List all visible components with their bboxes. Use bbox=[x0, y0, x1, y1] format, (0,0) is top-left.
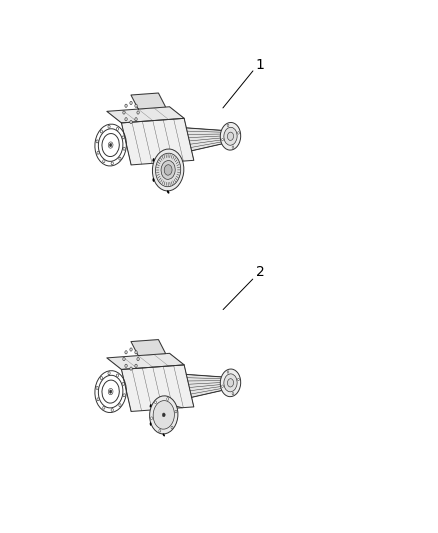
Ellipse shape bbox=[175, 410, 177, 413]
Ellipse shape bbox=[123, 358, 125, 361]
Ellipse shape bbox=[125, 364, 127, 367]
Ellipse shape bbox=[224, 127, 237, 146]
Ellipse shape bbox=[224, 374, 237, 392]
Ellipse shape bbox=[167, 190, 170, 193]
Ellipse shape bbox=[171, 426, 173, 429]
Ellipse shape bbox=[125, 351, 127, 354]
Ellipse shape bbox=[97, 151, 99, 154]
Ellipse shape bbox=[117, 374, 119, 377]
Ellipse shape bbox=[108, 372, 110, 375]
Ellipse shape bbox=[162, 413, 165, 417]
Ellipse shape bbox=[135, 118, 137, 121]
Ellipse shape bbox=[152, 149, 184, 191]
Ellipse shape bbox=[150, 422, 152, 426]
Polygon shape bbox=[131, 93, 166, 109]
Ellipse shape bbox=[117, 127, 119, 131]
Ellipse shape bbox=[111, 162, 113, 165]
Ellipse shape bbox=[153, 401, 174, 429]
Ellipse shape bbox=[103, 159, 105, 163]
Ellipse shape bbox=[130, 348, 132, 351]
Ellipse shape bbox=[155, 401, 156, 403]
Ellipse shape bbox=[100, 130, 102, 133]
Ellipse shape bbox=[110, 390, 112, 393]
Ellipse shape bbox=[227, 124, 229, 127]
Ellipse shape bbox=[164, 165, 172, 175]
Ellipse shape bbox=[119, 157, 121, 160]
Polygon shape bbox=[107, 107, 184, 123]
Ellipse shape bbox=[103, 406, 105, 409]
Ellipse shape bbox=[232, 392, 234, 395]
Ellipse shape bbox=[108, 125, 110, 128]
Ellipse shape bbox=[152, 158, 155, 162]
Polygon shape bbox=[107, 353, 184, 369]
Ellipse shape bbox=[137, 358, 139, 361]
Ellipse shape bbox=[237, 378, 239, 381]
Ellipse shape bbox=[159, 430, 161, 432]
Polygon shape bbox=[186, 374, 230, 397]
Ellipse shape bbox=[220, 123, 241, 150]
Ellipse shape bbox=[151, 417, 152, 419]
Ellipse shape bbox=[220, 369, 241, 397]
Ellipse shape bbox=[227, 371, 229, 373]
Text: 2: 2 bbox=[256, 265, 265, 279]
Ellipse shape bbox=[232, 146, 234, 148]
Ellipse shape bbox=[222, 385, 223, 387]
Ellipse shape bbox=[123, 147, 125, 150]
Ellipse shape bbox=[130, 367, 132, 370]
Ellipse shape bbox=[152, 178, 155, 182]
Polygon shape bbox=[121, 365, 194, 411]
Ellipse shape bbox=[130, 101, 132, 104]
Polygon shape bbox=[121, 118, 194, 165]
Ellipse shape bbox=[123, 111, 125, 114]
Text: 1: 1 bbox=[256, 58, 265, 72]
Polygon shape bbox=[131, 340, 166, 356]
Ellipse shape bbox=[123, 394, 125, 397]
Ellipse shape bbox=[97, 398, 99, 401]
Ellipse shape bbox=[161, 160, 175, 180]
Ellipse shape bbox=[96, 140, 98, 143]
Ellipse shape bbox=[125, 118, 127, 121]
Ellipse shape bbox=[167, 398, 169, 400]
Ellipse shape bbox=[100, 376, 102, 379]
Ellipse shape bbox=[122, 382, 124, 385]
Ellipse shape bbox=[125, 104, 127, 107]
Ellipse shape bbox=[130, 120, 132, 124]
Ellipse shape bbox=[110, 143, 112, 147]
Ellipse shape bbox=[137, 111, 139, 114]
Ellipse shape bbox=[122, 136, 124, 139]
Ellipse shape bbox=[96, 386, 98, 390]
Ellipse shape bbox=[162, 433, 165, 437]
Polygon shape bbox=[186, 128, 230, 151]
Ellipse shape bbox=[155, 153, 181, 187]
Ellipse shape bbox=[237, 132, 239, 134]
Ellipse shape bbox=[150, 396, 178, 434]
Ellipse shape bbox=[135, 104, 137, 107]
Ellipse shape bbox=[222, 139, 223, 141]
Ellipse shape bbox=[135, 364, 137, 367]
Ellipse shape bbox=[119, 403, 121, 407]
Ellipse shape bbox=[111, 408, 113, 411]
Ellipse shape bbox=[227, 132, 233, 140]
Ellipse shape bbox=[227, 378, 233, 387]
Ellipse shape bbox=[150, 404, 152, 408]
Ellipse shape bbox=[135, 351, 137, 354]
